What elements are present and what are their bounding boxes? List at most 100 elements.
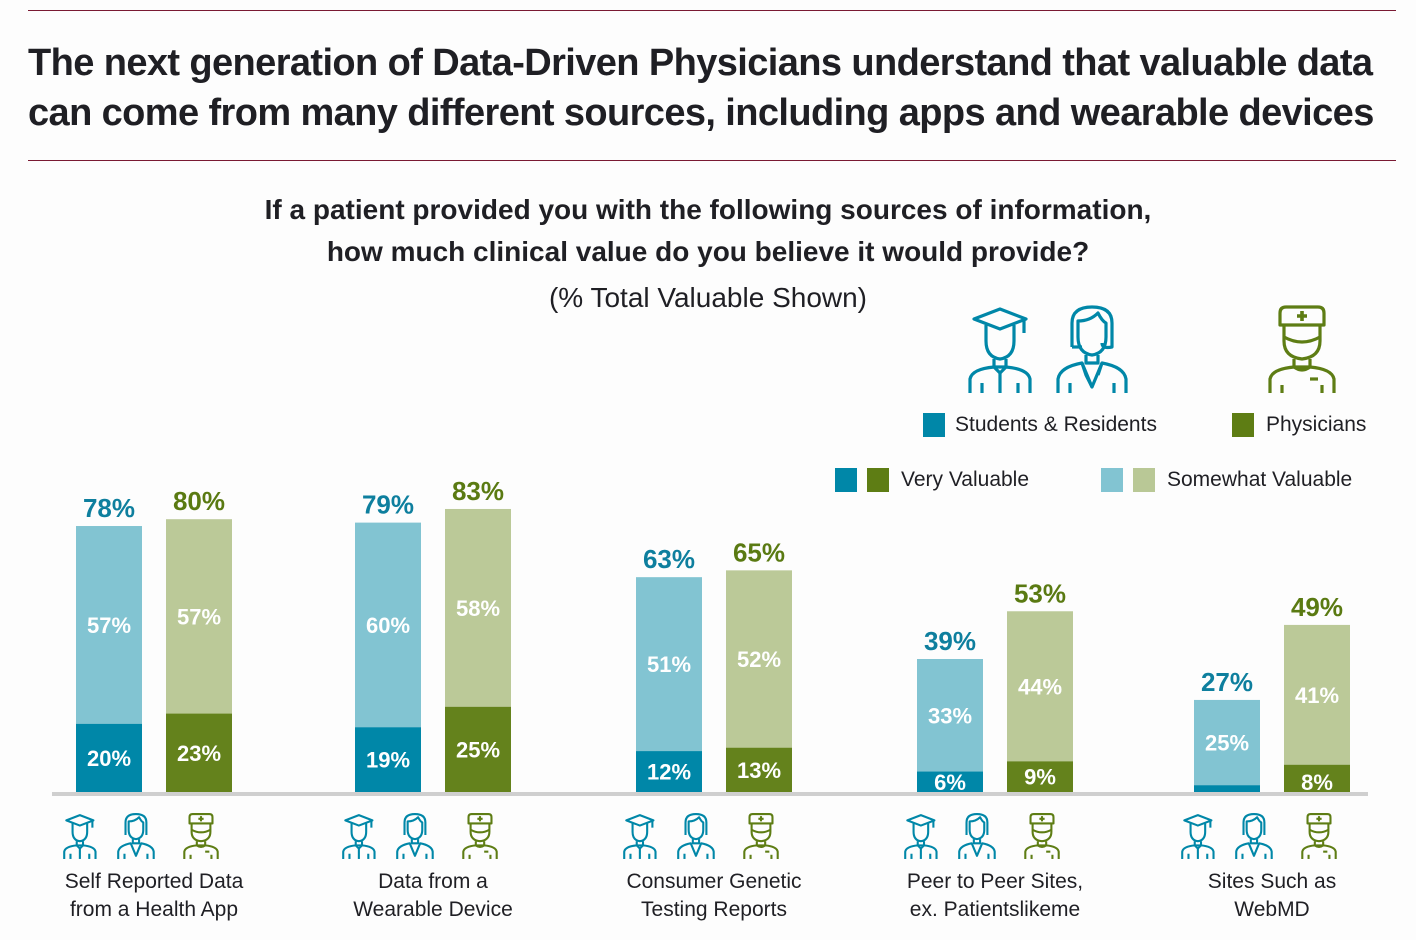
- category-label-line: ex. Patientslikeme: [909, 898, 1081, 921]
- bar-very-valuable: [917, 771, 983, 792]
- category-label-line: WebMD: [1234, 898, 1310, 921]
- label-somewhat-valuable: 25%: [1205, 731, 1249, 756]
- label-somewhat-valuable: 58%: [456, 596, 500, 621]
- category-label-line: Sites Such as: [1207, 870, 1337, 893]
- bar-somewhat-valuable: [355, 522, 421, 728]
- label-very-valuable: 19%: [366, 748, 410, 773]
- bar-very-valuable: [1007, 761, 1073, 792]
- student-icon: [623, 814, 657, 859]
- resident-icon: [1235, 813, 1273, 859]
- label-total: 49%: [1291, 592, 1343, 622]
- label-very-valuable: 13%: [737, 758, 781, 783]
- chart-subtitle: (% Total Valuable Shown): [548, 282, 868, 313]
- bar-very-valuable: [76, 723, 142, 792]
- bar-somewhat-valuable: [1194, 699, 1260, 786]
- chart-question-line-1: If a patient provided you with the follo…: [264, 194, 1152, 225]
- bar-somewhat-valuable: [1284, 624, 1350, 765]
- student-legend-icon: [968, 307, 1032, 393]
- legend-swatch-very-students: [835, 468, 857, 492]
- label-total: 79%: [362, 490, 414, 520]
- category-label: Sites Such as WebMD: [1142, 868, 1402, 924]
- category-label: Self Reported Data from a Health App: [24, 868, 284, 924]
- physician-legend-icon: [1268, 305, 1336, 393]
- legend-swatch-somewhat-physicians: [1133, 468, 1155, 492]
- label-very-valuable: 20%: [87, 746, 131, 771]
- category-label: Peer to Peer Sites, ex. Patientslikeme: [865, 868, 1125, 924]
- legend-very-valuable: Very Valuable: [835, 468, 1029, 492]
- student-icon: [63, 814, 97, 859]
- legend-label-physicians: Physicians: [1266, 413, 1367, 436]
- resident-icon: [396, 813, 434, 859]
- legend-somewhat-valuable: Somewhat Valuable: [1101, 468, 1352, 492]
- baseline: [52, 792, 1368, 796]
- legend-swatch-somewhat-students: [1101, 468, 1123, 492]
- label-very-valuable: 25%: [456, 737, 500, 762]
- resident-icon: [677, 813, 715, 859]
- category-label-line: from a Health App: [69, 898, 239, 921]
- bar-somewhat-valuable: [917, 659, 983, 772]
- chart-question-line-2: how much clinical value do you believe i…: [326, 236, 1090, 267]
- label-very-valuable: 12%: [647, 760, 691, 785]
- label-somewhat-valuable: 51%: [647, 652, 691, 677]
- label-very-valuable: 23%: [177, 741, 221, 766]
- bar-somewhat-valuable: [636, 577, 702, 752]
- label-somewhat-valuable: 52%: [737, 647, 781, 672]
- category-label-line: Testing Reports: [641, 898, 787, 921]
- legend-swatch-physicians: [1232, 413, 1254, 437]
- category-label-line: Self Reported Data: [64, 870, 244, 893]
- label-somewhat-valuable: 60%: [366, 613, 410, 638]
- category-label-line: Peer to Peer Sites,: [906, 870, 1084, 893]
- legend-label-students: Students & Residents: [955, 413, 1157, 436]
- category-label-line: Data from a: [378, 870, 488, 893]
- bar-very-valuable: [355, 727, 421, 792]
- bar-somewhat-valuable: [166, 519, 232, 714]
- resident-legend-icon: [1056, 305, 1128, 393]
- category-label: Consumer Genetic Testing Reports: [584, 868, 844, 924]
- legend-swatch-students: [923, 413, 945, 437]
- bar-very-valuable: [636, 751, 702, 792]
- bar-very-valuable: [1194, 785, 1260, 792]
- label-total: 53%: [1014, 578, 1066, 608]
- label-very-valuable: 6%: [934, 770, 966, 795]
- category-label-line: Consumer Genetic: [626, 870, 802, 893]
- legend-physicians: Physicians: [1232, 413, 1366, 437]
- label-somewhat-valuable: 57%: [177, 604, 221, 629]
- label-somewhat-valuable: 33%: [928, 703, 972, 728]
- legend-label-very-valuable: Very Valuable: [901, 468, 1030, 491]
- title-line-1: The next generation of Data-Driven Physi…: [28, 42, 1373, 84]
- physician-icon: [1301, 813, 1337, 859]
- student-icon: [1181, 814, 1215, 859]
- category-label: Data from a Wearable Device: [303, 868, 563, 924]
- bar-somewhat-valuable: [1007, 611, 1073, 762]
- bar-somewhat-valuable: [76, 526, 142, 724]
- physician-icon: [743, 813, 779, 859]
- student-icon: [342, 814, 376, 859]
- page-title: The next generation of Data-Driven Physi…: [28, 38, 1408, 138]
- category-label-line: Wearable Device: [353, 898, 513, 921]
- label-total: 63%: [643, 544, 695, 574]
- resident-icon: [958, 813, 996, 859]
- bottom-rule: [28, 160, 1396, 161]
- physician-icon: [183, 813, 219, 859]
- legend-label-somewhat-valuable: Somewhat Valuable: [1167, 468, 1353, 491]
- label-somewhat-valuable: 41%: [1295, 683, 1339, 708]
- label-very-valuable: 9%: [1024, 765, 1056, 790]
- bar-very-valuable: [166, 713, 232, 792]
- bar-somewhat-valuable: [445, 508, 511, 707]
- legend-swatch-very-physicians: [867, 468, 889, 492]
- bar-very-valuable: [726, 747, 792, 792]
- label-total: 65%: [733, 537, 785, 567]
- bar-very-valuable: [1284, 764, 1350, 792]
- label-somewhat-valuable: 44%: [1018, 674, 1062, 699]
- title-line-2: can come from many different sources, in…: [28, 92, 1374, 134]
- label-total: 80%: [173, 486, 225, 516]
- bar-somewhat-valuable: [726, 570, 792, 748]
- label-total: 83%: [452, 476, 504, 506]
- label-very-valuable: 8%: [1301, 770, 1333, 795]
- label-total: 39%: [924, 626, 976, 656]
- label-total: 78%: [83, 493, 135, 523]
- physician-icon: [462, 813, 498, 859]
- physician-icon: [1024, 813, 1060, 859]
- legend-students-residents: Students & Residents: [923, 413, 1157, 437]
